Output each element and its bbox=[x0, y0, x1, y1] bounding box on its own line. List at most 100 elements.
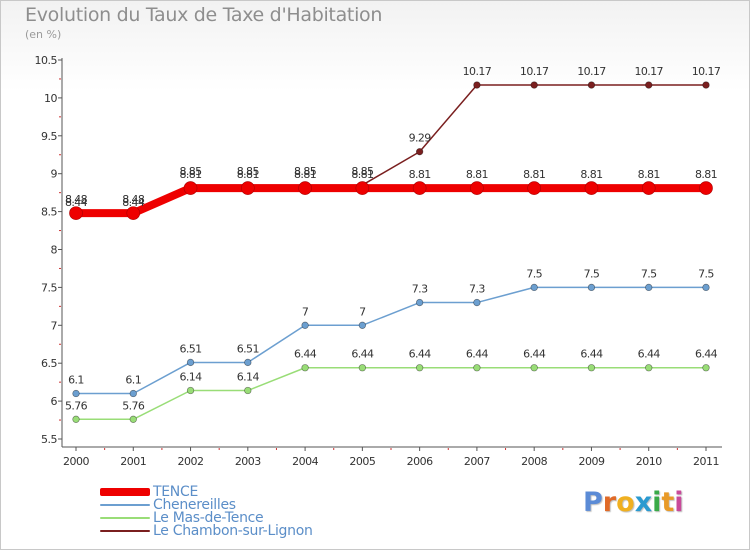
data-label: 8.81 bbox=[179, 168, 201, 181]
legend-swatch bbox=[100, 503, 150, 506]
x-tick-label: 2006 bbox=[407, 455, 433, 468]
data-point bbox=[415, 298, 424, 307]
data-label: 8.48 bbox=[122, 193, 145, 206]
data-label: 8.44 bbox=[122, 196, 145, 209]
data-label: 6.44 bbox=[351, 348, 374, 361]
data-point bbox=[645, 283, 653, 292]
data-label: 8.81 bbox=[638, 168, 660, 181]
data-label: 7.3 bbox=[412, 283, 428, 296]
data-point bbox=[69, 206, 83, 220]
data-point bbox=[470, 181, 484, 195]
data-label: 6.14 bbox=[179, 370, 202, 383]
data-label: 10.17 bbox=[520, 65, 549, 78]
data-label: 7.5 bbox=[526, 267, 542, 280]
data-point bbox=[699, 181, 713, 195]
data-label: 9.29 bbox=[409, 132, 432, 145]
data-label: 7.5 bbox=[584, 267, 600, 280]
x-tick-label: 2010 bbox=[636, 455, 662, 468]
data-label: 6.44 bbox=[523, 348, 546, 361]
legend-label: Chenereilles bbox=[153, 496, 236, 513]
legend-swatch bbox=[100, 516, 150, 519]
data-label: 6.1 bbox=[68, 374, 84, 387]
data-point bbox=[129, 415, 137, 423]
data-point bbox=[355, 181, 370, 195]
data-label: 6.14 bbox=[237, 370, 260, 383]
x-tick-label: 2005 bbox=[349, 455, 375, 468]
data-label: 8.81 bbox=[351, 168, 373, 181]
legend-label: Le Mas-de-Tence bbox=[153, 509, 264, 526]
data-label: 10.17 bbox=[634, 65, 663, 78]
data-label: 8.81 bbox=[237, 168, 259, 181]
data-point bbox=[587, 283, 596, 292]
data-labels: 8.44 8.44 8.85 8.85 8.85 8.85 9.29 10.17 10.17 10… bbox=[65, 65, 721, 412]
data-label: 10.17 bbox=[692, 65, 721, 78]
x-tick-label: 2004 bbox=[292, 455, 318, 468]
data-point bbox=[72, 389, 80, 398]
data-label: 8.44 bbox=[65, 196, 88, 209]
y-tick-label: 10 bbox=[44, 92, 57, 105]
legend-label: Le Chambon-sur-Lignon bbox=[153, 522, 313, 539]
data-label: 6.44 bbox=[695, 348, 718, 361]
data-point bbox=[358, 364, 367, 372]
y-tick-label: 8.5 bbox=[41, 206, 57, 219]
data-point bbox=[641, 181, 656, 195]
legend-item: Le Mas-de-Tence bbox=[100, 509, 313, 526]
legend-label: TENCE bbox=[153, 483, 198, 500]
y-tick-label: 7.5 bbox=[41, 281, 57, 294]
data-label: 10.17 bbox=[577, 65, 606, 78]
data-label: 7 bbox=[359, 305, 366, 318]
data-point bbox=[129, 389, 137, 398]
series-line bbox=[75, 366, 707, 421]
x-tick-label: 2003 bbox=[235, 455, 261, 468]
legend-item: Le Chambon-sur-Lignon bbox=[100, 522, 313, 539]
data-label: 8.85 bbox=[237, 165, 260, 178]
line-chart: 5.5 6 6.5 7 7.5 8 8.5 9 9.5 10 10.5 2000 2001 2002 200… bbox=[35, 54, 722, 468]
data-point bbox=[412, 181, 427, 195]
data-point bbox=[473, 364, 481, 372]
data-point bbox=[415, 364, 424, 372]
data-point bbox=[645, 364, 653, 372]
data-point bbox=[186, 386, 195, 395]
y-tick-label: 8 bbox=[51, 244, 58, 257]
data-point bbox=[473, 81, 481, 89]
data-point bbox=[530, 283, 538, 292]
data-point bbox=[244, 386, 252, 395]
y-tick-label: 9 bbox=[51, 168, 58, 181]
y-tick-label: 6 bbox=[51, 395, 58, 408]
data-point bbox=[301, 321, 309, 329]
data-point bbox=[72, 415, 80, 423]
legend-item: Chenereilles bbox=[100, 496, 313, 513]
data-point bbox=[702, 364, 710, 372]
x-tick-label: 2008 bbox=[521, 455, 547, 468]
data-point bbox=[587, 81, 596, 89]
y-tick-label: 10.5 bbox=[35, 54, 58, 67]
legend-swatch bbox=[100, 487, 150, 496]
data-label: 10.17 bbox=[463, 65, 492, 78]
data-label: 6.51 bbox=[179, 342, 201, 355]
data-label: 5.76 bbox=[65, 399, 88, 412]
x-tick-label: 2011 bbox=[693, 455, 719, 468]
data-label: 7.3 bbox=[469, 283, 485, 296]
data-point bbox=[241, 181, 255, 195]
proxiti-logo: Proxiti bbox=[583, 487, 684, 518]
data-point bbox=[702, 81, 710, 89]
x-tick-label: 2009 bbox=[578, 455, 604, 468]
data-point bbox=[415, 148, 424, 156]
x-tick-label: 2000 bbox=[63, 455, 89, 468]
data-label: 8.81 bbox=[466, 168, 488, 181]
data-point bbox=[358, 321, 367, 329]
data-label: 8.81 bbox=[523, 168, 545, 181]
series-line bbox=[75, 286, 707, 395]
data-point bbox=[584, 181, 599, 195]
data-label: 6.44 bbox=[580, 348, 603, 361]
chart-title: Evolution du Taux de Taxe d'Habitation bbox=[25, 4, 383, 26]
data-label: 6.44 bbox=[638, 348, 661, 361]
data-point bbox=[126, 206, 141, 220]
data-label: 8.85 bbox=[294, 165, 317, 178]
data-label: 6.44 bbox=[466, 348, 489, 361]
data-label: 8.81 bbox=[580, 168, 602, 181]
y-tick-label: 6.5 bbox=[41, 357, 57, 370]
data-point bbox=[301, 364, 309, 372]
data-label: 8.85 bbox=[179, 165, 202, 178]
data-label: 6.1 bbox=[125, 374, 141, 387]
